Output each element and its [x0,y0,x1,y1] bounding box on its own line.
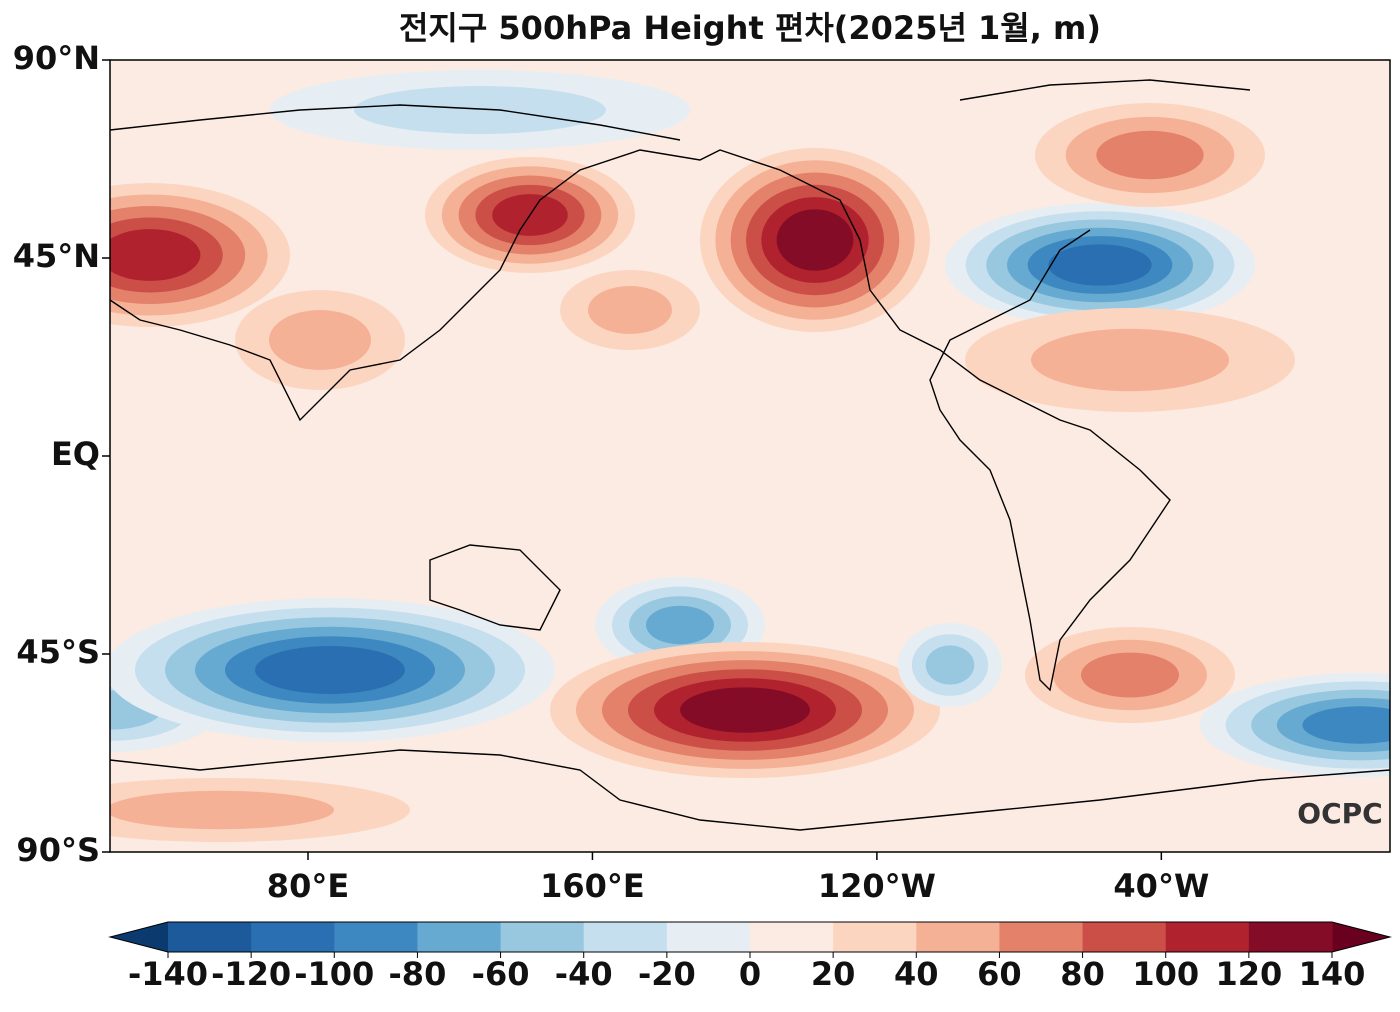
colorbar-tick-label: 80 [1060,955,1105,993]
colorbar-tick-label: 0 [739,955,761,993]
colorbar-tick-label: -120 [211,955,291,993]
colorbar-segment [168,922,252,952]
colorbar-tick-label: -40 [555,955,613,993]
coastline [109,79,1251,141]
colorbar-tick-label: -100 [294,955,374,993]
colorbar-tick-label: 40 [894,955,939,993]
anomaly-level [1048,244,1152,286]
colorbar: -140 -120 -100 -80 -60 -40 -20 0 20 40 60 80 100 120 1… [108,921,1392,993]
anomaly-level [110,229,201,281]
colorbar-segment [1165,922,1250,952]
anomaly-level [776,209,854,271]
lon-tick-label: 160°E [540,867,645,905]
colorbar-tick-label: -80 [389,955,447,993]
colorbar-tick-label: 120 [1215,955,1282,993]
lon-tick-label: 40°W [1113,867,1209,905]
colorbar-tick-label: 140 [1299,955,1366,993]
axes: 90°N 45°N EQ 45°S 90°S 80°E 160°E 120°W 40°W [13,39,1210,905]
anomaly-field [110,60,1390,852]
colorbar-tick-label: 100 [1132,955,1199,993]
lat-tick-label: 90°N [13,39,100,77]
colorbar-segment [750,922,834,952]
colorbar-segment [999,922,1084,952]
colorbar-tick-label: -20 [638,955,696,993]
anomaly-level [269,310,371,370]
coastlines [109,79,1391,831]
colorbar-tick-label: 60 [977,955,1022,993]
anomaly-level [925,645,975,685]
colorbar-under [110,922,168,952]
lat-tick-label: 90°S [16,831,100,869]
colorbar-segment [833,922,917,952]
lon-tick-label: 120°W [818,867,936,905]
colorbar-over [1332,922,1390,952]
colorbar-segment [583,922,668,952]
anomaly-level [680,687,810,733]
colorbar-tick-label: -60 [472,955,530,993]
coastline [109,749,1391,831]
colorbar-tick-label: 20 [811,955,856,993]
colorbar-segment [251,922,335,952]
coastline [109,149,1171,692]
lat-tick-label: 45°S [16,633,100,671]
anomaly-level [1081,652,1179,698]
anomaly-level [1096,130,1204,180]
anomaly-level [646,605,714,645]
colorbar-segment [916,922,1000,952]
lon-tick-label: 80°E [267,867,349,905]
lat-tick-label: EQ [51,435,100,473]
colorbar-segment [334,922,418,952]
colorbar-tick-label: -140 [128,955,208,993]
coastline [429,544,561,631]
colorbar-segment [666,922,751,952]
colorbar-segment [1248,922,1333,952]
anomaly-level [588,286,672,334]
anomaly-level [1031,328,1229,392]
colorbar-segment [500,922,585,952]
anomaly-level [1302,706,1390,744]
map-title: 전지구 500hPa Height 편차(2025년 1월, m) [399,9,1101,47]
anomaly-level [354,86,606,134]
anomaly-level [255,646,405,694]
anomaly-level [110,790,334,830]
logo: OCPC [1297,797,1382,830]
colorbar-segment [1082,922,1167,952]
colorbar-segment [417,922,502,952]
lat-tick-label: 45°N [13,237,100,275]
